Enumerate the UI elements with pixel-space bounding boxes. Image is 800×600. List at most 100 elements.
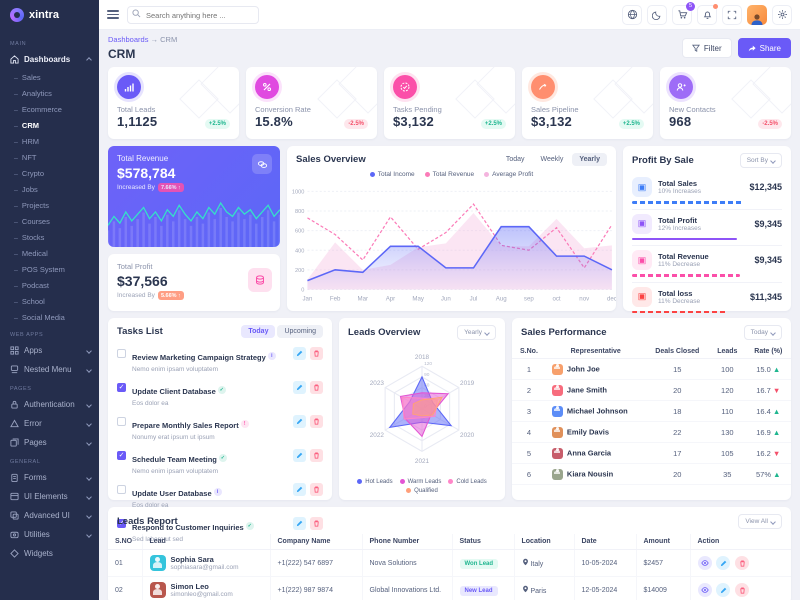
sidebar-item-nested-menu[interactable]: Nested Menu	[0, 360, 99, 379]
sidebar-item-error[interactable]: Error	[0, 414, 99, 433]
leads-overview-radar-chart: 2018201920202021202220230306090120	[370, 354, 475, 465]
sidebar-item-authentication[interactable]: Authentication	[0, 395, 99, 414]
language-button[interactable]	[622, 4, 642, 25]
tab-weekly[interactable]: Weekly	[540, 156, 564, 163]
sidebar-item-school[interactable]: School	[0, 293, 99, 309]
svg-text:800: 800	[295, 209, 304, 215]
task-checkbox[interactable]: ✓	[117, 519, 126, 528]
task-edit-button[interactable]	[293, 415, 306, 428]
sidebar-item-hrm[interactable]: HRM	[0, 133, 99, 149]
svg-text:Aug: Aug	[496, 296, 507, 303]
revenue-increase-badge: 7.66% ↑	[157, 183, 184, 192]
task-checkbox[interactable]	[117, 485, 126, 494]
sidebar-item-stocks[interactable]: Stocks	[0, 229, 99, 245]
task-checkbox[interactable]	[117, 417, 126, 426]
svg-text:1000: 1000	[292, 189, 304, 195]
tasks-tab-upcoming[interactable]: Upcoming	[277, 325, 323, 338]
delete-lead-button[interactable]	[735, 556, 750, 571]
sidebar-item-projects[interactable]: Projects	[0, 197, 99, 213]
trend-badge: -2.5%	[344, 119, 368, 129]
task-delete-button[interactable]	[310, 449, 323, 462]
sidebar-item-sales[interactable]: Sales	[0, 69, 99, 85]
edit-lead-button[interactable]	[716, 556, 731, 571]
sidebar-item-medical[interactable]: Medical	[0, 245, 99, 261]
task-delete-button[interactable]	[310, 381, 323, 394]
task-edit-button[interactable]	[293, 347, 306, 360]
sales-performance-range-button[interactable]: Today	[743, 325, 782, 340]
sidebar-item-ecommerce[interactable]: Ecommerce	[0, 101, 99, 117]
task-edit-button[interactable]	[293, 381, 306, 394]
filter-button[interactable]: Filter	[681, 38, 732, 58]
lock-icon	[11, 400, 18, 409]
tab-today[interactable]: Today	[505, 156, 525, 163]
advanced-ui-icon	[10, 511, 19, 520]
sidebar-item-courses[interactable]: Courses	[0, 213, 99, 229]
search-input[interactable]	[127, 6, 259, 25]
sidebar-item-pages[interactable]: Pages	[0, 433, 99, 452]
sort-by-button[interactable]: Sort By	[739, 153, 782, 168]
svg-text:Feb: Feb	[330, 296, 341, 303]
tasks-list-title: Tasks List	[117, 326, 163, 337]
task-checkbox[interactable]: ✓	[117, 451, 126, 460]
revenue-coins-icon[interactable]	[252, 154, 272, 174]
trash-icon	[740, 587, 745, 594]
sidebar-item-podcast[interactable]: Podcast	[0, 277, 99, 293]
sidebar-item-forms[interactable]: Forms	[0, 468, 99, 487]
sidebar-item-crm[interactable]: CRM	[0, 117, 99, 133]
leads-overview-range-button[interactable]: Yearly	[457, 325, 496, 340]
clipboard-icon	[11, 473, 18, 482]
tasks-tab-today[interactable]: Today	[241, 325, 276, 338]
breadcrumb-dashboards-link[interactable]: Dashboards	[108, 35, 149, 44]
task-delete-button[interactable]	[310, 347, 323, 360]
task-delete-button[interactable]	[310, 483, 323, 496]
task-edit-button[interactable]	[293, 517, 306, 530]
sidebar-section-webapps: WEB APPS	[10, 332, 44, 338]
sidebar-item-advanced-ui[interactable]: Advanced UI	[0, 506, 99, 525]
edit-lead-button[interactable]	[716, 583, 731, 598]
trend-arrow: ▲	[772, 364, 781, 374]
dark-mode-button[interactable]	[647, 4, 667, 25]
table-row: 3 Michael Johnson 18 110 16.4 ▲	[512, 400, 791, 422]
share-button[interactable]: Share	[737, 38, 791, 58]
notifications-button[interactable]	[697, 3, 718, 25]
sidebar-item-widgets[interactable]: Widgets	[0, 544, 99, 563]
sidebar-item-apps[interactable]: Apps	[0, 341, 99, 360]
leads-report-title: Leads Report	[117, 516, 178, 527]
warning-icon	[10, 419, 19, 428]
fullscreen-button[interactable]	[722, 4, 742, 25]
tasks-list-card: Tasks List Today Upcoming Review Marketi…	[108, 318, 332, 543]
task-row: ✓ Update Client Database ✓ Eos dolor ea	[108, 377, 332, 411]
sidebar-item-dashboards[interactable]: Dashboards	[0, 50, 99, 69]
task-edit-button[interactable]	[293, 483, 306, 496]
search-icon	[132, 9, 141, 18]
task-checkbox[interactable]: ✓	[117, 383, 126, 392]
cart-button[interactable]: 5	[672, 1, 695, 25]
svg-text:60: 60	[424, 382, 430, 388]
page-title: CRM	[108, 47, 136, 61]
task-delete-button[interactable]	[310, 415, 323, 428]
sales-performance-card: Sales Performance Today S.No. Representa…	[512, 318, 791, 500]
brand-logo[interactable]: xintra	[0, 0, 99, 30]
gear-icon	[777, 10, 787, 19]
table-row: 02 Simon Leo simonleo@gmail.com +1(222) 9…	[108, 576, 791, 600]
task-edit-button[interactable]	[293, 449, 306, 462]
sidebar-item-nft[interactable]: NFT	[0, 149, 99, 165]
task-delete-button[interactable]	[310, 517, 323, 530]
view-lead-button[interactable]	[697, 582, 712, 597]
menu-toggle-button[interactable]	[107, 10, 119, 19]
task-checkbox[interactable]	[117, 349, 126, 358]
sidebar-item-crypto[interactable]: Crypto	[0, 165, 99, 181]
view-all-button[interactable]: View All	[738, 514, 782, 529]
sidebar-item-utilities[interactable]: Utilities	[0, 525, 99, 544]
user-avatar[interactable]	[747, 4, 767, 25]
sidebar-item-jobs[interactable]: Jobs	[0, 181, 99, 197]
view-lead-button[interactable]	[697, 555, 712, 570]
sidebar-item-social-media[interactable]: Social Media	[0, 309, 99, 325]
sidebar-item-ui-elements[interactable]: UI Elements	[0, 487, 99, 506]
settings-button[interactable]	[772, 4, 792, 25]
sidebar-item-pos-system[interactable]: POS System	[0, 261, 99, 277]
sidebar-item-analytics[interactable]: Analytics	[0, 85, 99, 101]
delete-lead-button[interactable]	[735, 583, 750, 598]
tab-yearly[interactable]: Yearly	[572, 153, 607, 166]
